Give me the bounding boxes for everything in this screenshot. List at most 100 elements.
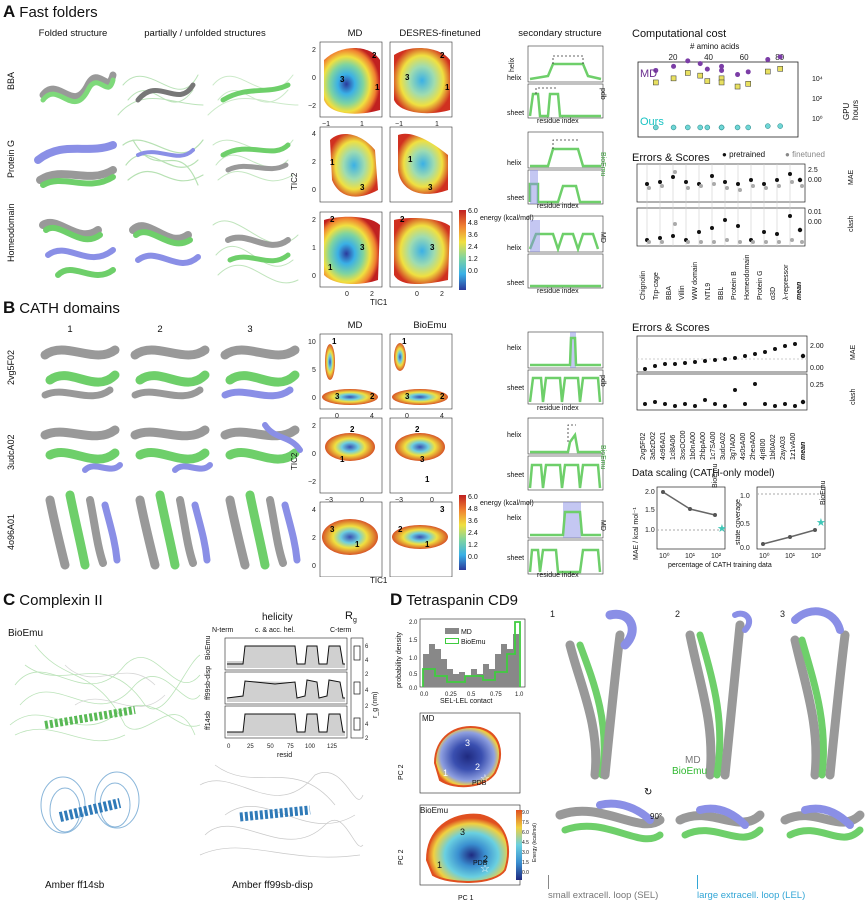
helix-b1: helix	[507, 345, 522, 352]
svg-text:4: 4	[365, 722, 369, 728]
c-bioemu-label: BioEmu	[8, 628, 44, 639]
axis-category-label: Villin	[679, 285, 686, 300]
svg-text:0: 0	[312, 563, 316, 570]
c-row-bioemu: BioEmu	[205, 635, 212, 660]
tic2-a: TIC2	[290, 172, 299, 190]
fes-a-md-title: MD	[347, 28, 363, 39]
svg-text:−1: −1	[322, 121, 330, 128]
row-bba: BBA	[6, 71, 16, 90]
axis-category-label: 1b0nA00	[690, 431, 697, 460]
cost-point-md-purple	[697, 61, 703, 67]
svg-text:1: 1	[437, 860, 442, 870]
d-rotation: 90°	[650, 812, 663, 821]
tic1-b: TIC1	[370, 576, 388, 585]
svg-text:0.25: 0.25	[445, 692, 457, 698]
axis-category-label: λ-repressor	[783, 264, 790, 300]
clash-a-ticks: 0.01 0.00	[808, 209, 822, 226]
colorbar-b	[459, 495, 466, 570]
axis-category-label: 3g7IA00	[730, 433, 737, 460]
cost-point-ours	[670, 124, 677, 131]
d-pc1: PC 1	[458, 895, 474, 902]
axis-category-label: 2hbpA00	[700, 431, 707, 460]
helix-a3: helix	[507, 245, 522, 252]
axis-category-label: Protein B	[731, 271, 738, 300]
svg-text:3: 3	[340, 75, 345, 84]
svg-text:10⁰: 10⁰	[759, 552, 770, 560]
cost-point-ours	[697, 124, 703, 131]
axis-category-label: 1bl0A02	[770, 434, 777, 460]
svg-text:1.5: 1.5	[409, 638, 418, 644]
svg-text:1.0: 1.0	[409, 656, 418, 662]
mae-a-ticks: 2.5 0.00	[808, 167, 822, 184]
svg-text:2: 2	[675, 609, 680, 619]
errors-a-finetuned: ● finetuned	[785, 150, 825, 159]
svg-text:☆: ☆	[480, 863, 490, 875]
row-4o96a01: 4o96A01	[6, 513, 16, 550]
legend-b-md: MD	[599, 520, 606, 531]
svg-text:3: 3	[208, 127, 213, 137]
cost-point-md	[745, 81, 751, 87]
axis-category-label: 1cl8A06	[670, 434, 677, 460]
axis-category-label: 4s0sA00	[740, 432, 747, 460]
svg-text:2: 2	[370, 291, 374, 298]
errors-a-pretrained: ● pretrained	[722, 150, 766, 159]
c-ff14sb-structure	[40, 771, 140, 834]
c-region-c: c. & acc. hel.	[255, 627, 296, 634]
panel-d-title: D Tetraspanin CD9	[390, 590, 519, 609]
d-pca-bioemu: 3 1 2 ☆	[419, 804, 521, 886]
svg-text:2: 2	[123, 207, 128, 217]
sheet-b1: sheet	[507, 385, 525, 392]
svg-text:2: 2	[475, 762, 480, 772]
energy-b-label: energy (kcal/mol)	[480, 500, 534, 507]
cost-point-md-purple	[765, 57, 771, 63]
c-rg-unit: r_g (nm)	[372, 691, 379, 718]
svg-text:4: 4	[312, 507, 316, 514]
svg-text:1.0: 1.0	[740, 493, 750, 500]
svg-text:1.0: 1.0	[515, 692, 524, 698]
svg-text:6: 6	[365, 644, 369, 650]
svg-text:0.5: 0.5	[409, 672, 418, 678]
svg-text:3: 3	[405, 73, 410, 82]
svg-text:1: 1	[408, 155, 413, 164]
tic2-b: TIC2	[290, 452, 299, 470]
axis-category-label: α3D	[770, 287, 777, 300]
cost-yticks: 10⁴ 10² 10⁰	[812, 76, 823, 123]
c-bioemu-structure	[9, 644, 201, 742]
d-sel-marker	[548, 875, 549, 889]
d-pc2-a: PC 2	[398, 764, 405, 780]
d-legend-bioemu: BioEmu	[445, 638, 485, 646]
svg-text:1: 1	[33, 59, 38, 69]
svg-text:10²: 10²	[711, 553, 722, 560]
svg-text:3: 3	[208, 59, 213, 69]
cost-point-md	[777, 66, 783, 72]
svg-text:2: 2	[312, 159, 316, 166]
cost-point-md-purple	[745, 69, 751, 75]
panel-b-title: B CATH domains	[3, 298, 120, 317]
d-hist-xlabel: SEL-LEL contact	[440, 698, 493, 705]
row-2vg5f02: 2vg5F02	[6, 349, 16, 385]
axis-category-label: 2heoA00	[750, 431, 757, 460]
fes-a-ft-title: DESRES-finetuned	[399, 28, 481, 39]
cost-point-md-purple	[719, 63, 725, 69]
axis-category-label: 3udcA02	[720, 432, 727, 460]
axis-category-label: 4o96A01	[660, 431, 667, 460]
svg-text:0: 0	[312, 75, 316, 82]
scaling-title: Data scaling (CATH-only model)	[632, 468, 775, 479]
axis-category-label: Chignolin	[640, 270, 647, 300]
helix-b3: helix	[507, 515, 522, 522]
svg-text:4: 4	[312, 131, 316, 138]
svg-text:−3: −3	[395, 497, 403, 504]
svg-text:1: 1	[330, 158, 335, 167]
axis-category-label: 3a5zD02	[650, 431, 657, 460]
svg-text:−3: −3	[325, 497, 333, 504]
svg-text:2: 2	[123, 127, 128, 137]
svg-text:1: 1	[360, 121, 364, 128]
energy-a-label: energy (kcal/mol)	[480, 215, 534, 222]
svg-text:0.0: 0.0	[740, 545, 750, 552]
resid-b1: residue index	[537, 405, 579, 412]
d-pca-md: 3 1 2 ☆	[419, 712, 521, 794]
errors-a-chart	[636, 163, 806, 247]
svg-text:★: ★	[816, 517, 826, 529]
helix-b2: helix	[507, 432, 522, 439]
colorbar-b-ticks: 6.0 4.8 3.6 2.4 1.2 0.0	[468, 494, 478, 561]
